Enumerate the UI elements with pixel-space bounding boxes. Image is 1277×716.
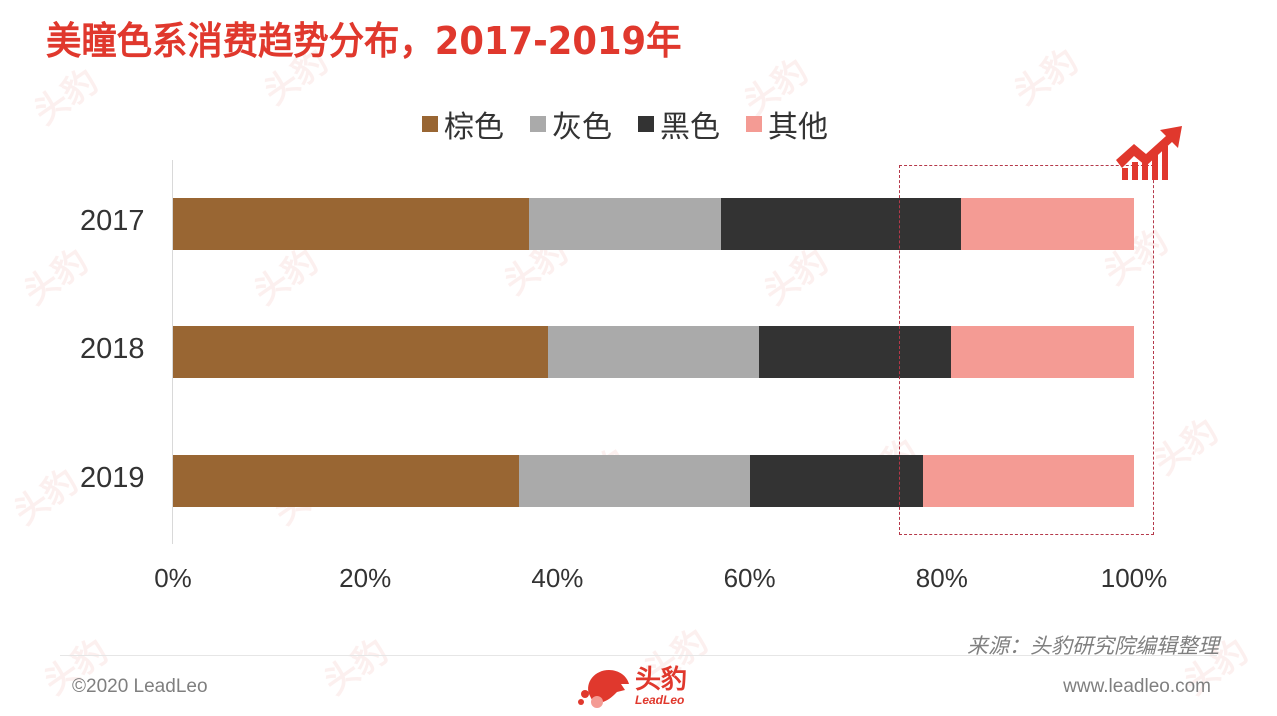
bar-segment xyxy=(173,198,529,250)
bar-segment xyxy=(173,455,519,507)
y-axis-label: 2019 xyxy=(80,462,145,494)
watermark: 头豹 xyxy=(26,61,106,134)
website-link[interactable]: www.leadleo.com xyxy=(1063,676,1211,697)
bar-segment xyxy=(961,198,1134,250)
source-note: 来源：头豹研究院编辑整理 xyxy=(967,634,1219,658)
legend-swatch-icon xyxy=(422,116,438,132)
bar-segment xyxy=(951,326,1134,378)
legend-label: 其他 xyxy=(768,110,828,145)
watermark: 头豹 xyxy=(1006,41,1086,114)
x-axis-tick-label: 60% xyxy=(723,563,776,593)
legend-label: 灰色 xyxy=(552,110,612,145)
watermark: 头豹 xyxy=(1146,411,1226,484)
bar-segment xyxy=(749,455,923,507)
footer-divider xyxy=(60,655,1217,656)
legend-swatch-icon xyxy=(746,116,762,132)
legend-item: 灰色 xyxy=(530,102,612,146)
bar-segment xyxy=(547,326,760,378)
bar-segment xyxy=(518,455,750,507)
legend-item: 其他 xyxy=(746,102,828,146)
watermark: 头豹 xyxy=(16,241,96,314)
legend-label: 黑色 xyxy=(660,110,720,145)
bar-segment xyxy=(528,198,721,250)
legend-label: 棕色 xyxy=(444,110,504,145)
x-axis-tick-label: 40% xyxy=(531,563,584,593)
y-axis-label: 2018 xyxy=(80,333,145,365)
logo-text-cn: 头豹 xyxy=(635,665,688,695)
bar-row-2017 xyxy=(173,198,1134,250)
x-axis-tick-label: 100% xyxy=(1100,563,1168,593)
legend-swatch-icon xyxy=(530,116,546,132)
chart-legend: 棕色 灰色 黑色 其他 xyxy=(422,102,828,146)
y-axis-line xyxy=(172,160,173,544)
y-axis-label: 2017 xyxy=(80,205,145,237)
copyright: ©2020 LeadLeo xyxy=(72,676,208,697)
bar-row-2018 xyxy=(173,326,1134,378)
x-axis-tick-label: 80% xyxy=(915,563,968,593)
page-title: 美瞳色系消费趋势分布，2017-2019年 xyxy=(46,19,682,63)
bar-segment xyxy=(759,326,952,378)
bar-segment xyxy=(922,455,1134,507)
highlight-box xyxy=(899,165,1154,535)
leopard-logo-icon xyxy=(578,670,629,708)
legend-swatch-icon xyxy=(638,116,654,132)
legend-item: 棕色 xyxy=(422,102,504,146)
bar-segment xyxy=(173,326,548,378)
watermark: 头豹 xyxy=(316,631,396,704)
legend-item: 黑色 xyxy=(638,102,720,146)
x-axis-tick-label: 0% xyxy=(154,563,192,593)
leadleo-logo: 头豹 LeadLeo xyxy=(575,664,687,708)
trend-up-chart-icon xyxy=(1116,126,1182,180)
bar-row-2019 xyxy=(173,455,1134,507)
watermark: 头豹 xyxy=(6,461,86,534)
x-axis-tick-label: 20% xyxy=(339,563,392,593)
logo-text-en: LeadLeo xyxy=(635,693,685,707)
bar-segment xyxy=(720,198,961,250)
